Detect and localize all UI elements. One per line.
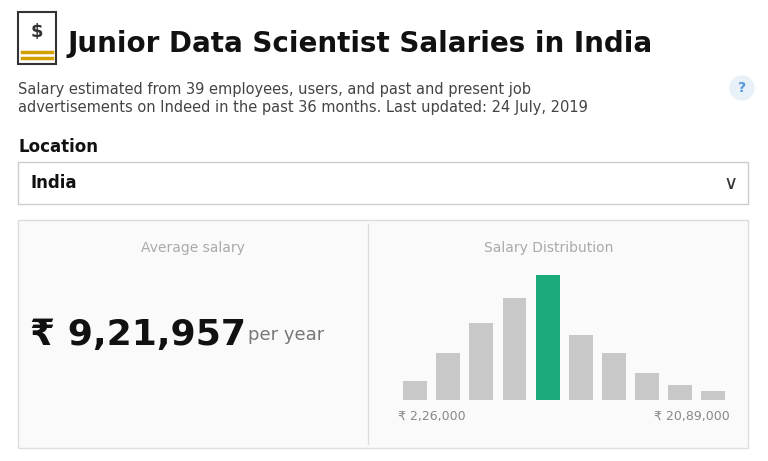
Bar <box>602 353 626 400</box>
Text: Average salary: Average salary <box>141 241 245 255</box>
Bar <box>469 323 493 400</box>
Bar <box>436 353 460 400</box>
Text: per year: per year <box>248 326 324 344</box>
Bar <box>569 335 593 400</box>
Text: India: India <box>30 174 77 192</box>
Bar <box>403 381 427 400</box>
FancyBboxPatch shape <box>18 162 748 204</box>
Text: ∨: ∨ <box>723 173 738 193</box>
Text: ?: ? <box>738 81 746 95</box>
Bar <box>18 12 56 64</box>
Bar <box>635 372 659 400</box>
Text: Salary estimated from 39 employees, users, and past and present job: Salary estimated from 39 employees, user… <box>18 82 531 97</box>
Circle shape <box>730 76 754 100</box>
Text: Location: Location <box>18 138 98 156</box>
Text: $: $ <box>31 23 43 41</box>
Bar <box>701 391 725 400</box>
Text: ₹ 20,89,000: ₹ 20,89,000 <box>654 410 730 423</box>
FancyBboxPatch shape <box>18 220 748 448</box>
Text: Junior Data Scientist Salaries in India: Junior Data Scientist Salaries in India <box>68 30 653 58</box>
Bar <box>536 275 560 400</box>
Text: Salary Distribution: Salary Distribution <box>484 241 613 255</box>
Text: advertisements on Indeed in the past 36 months. Last updated: 24 July, 2019: advertisements on Indeed in the past 36 … <box>18 100 588 115</box>
Text: ₹ 9,21,957: ₹ 9,21,957 <box>30 318 246 352</box>
Text: ₹ 2,26,000: ₹ 2,26,000 <box>399 410 466 423</box>
Bar <box>668 385 692 400</box>
Bar <box>502 297 526 400</box>
